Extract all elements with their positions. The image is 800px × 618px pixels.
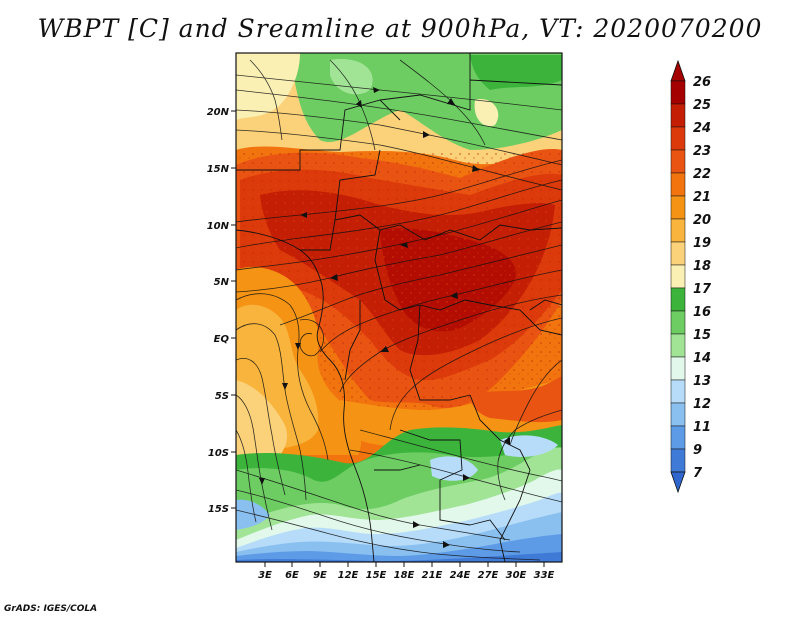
colorbar-top-triangle [670, 59, 686, 82]
streamline-arrows [259, 87, 510, 548]
colorbar-swatch [670, 195, 686, 220]
colorbar-label: 20 [693, 213, 711, 228]
country-borders [236, 53, 562, 562]
colorbar-swatch [670, 172, 686, 197]
colorbar-label: 24 [693, 121, 711, 136]
lon-label: 30E [506, 570, 527, 581]
colorbar-label: 15 [693, 328, 711, 343]
colorbar-bottom-triangle [670, 471, 686, 494]
lat-label: 10S [208, 448, 229, 459]
lat-label: 20N [207, 107, 230, 118]
map-title: WBPT [C] and Sreamline at 900hPa, VT: 20… [37, 14, 763, 43]
map-frame [235, 52, 563, 563]
colorbar-swatch [670, 402, 686, 427]
lat-label: 5S [215, 391, 229, 402]
colorbar-swatch [670, 241, 686, 266]
lon-label: 6E [285, 570, 299, 581]
lat-label: 10N [207, 221, 230, 232]
lat-label: 15S [208, 504, 229, 515]
lon-label: 12E [338, 570, 359, 581]
lon-label: 24E [450, 570, 471, 581]
lat-label: 15N [207, 164, 230, 175]
grads-credit: GrADS: IGES/COLA [4, 604, 98, 614]
lon-label: 18E [394, 570, 415, 581]
colorbar-swatch [670, 287, 686, 312]
colorbar-label: 19 [693, 236, 711, 251]
colorbar-label: 7 [693, 466, 703, 481]
lon-label: 21E [422, 570, 443, 581]
colorbar-label: 22 [693, 167, 711, 182]
colorbar-swatch [670, 310, 686, 335]
colorbar-swatch [670, 149, 686, 174]
colorbar-swatch [670, 356, 686, 381]
colorbar-swatch [670, 103, 686, 128]
colorbar-swatch [670, 126, 686, 151]
lon-label: 33E [534, 570, 555, 581]
colorbar-label: 18 [693, 259, 711, 274]
colorbar-swatch [670, 80, 686, 105]
colorbar-swatch [670, 333, 686, 358]
colorbar-label: 12 [693, 397, 711, 412]
longitude-axis: 3E 6E 9E 12E 15E 18E 21E 24E 27E 30E 33E [258, 562, 555, 581]
colorbar-label: 21 [693, 190, 711, 205]
colorbar-label: 23 [693, 144, 711, 159]
wbpt-shaded-field [236, 53, 562, 562]
colorbar-label: 14 [693, 351, 711, 366]
colorbar: 26 25 24 23 22 21 20 19 18 17 16 15 14 13 12 11 9 7 [670, 59, 712, 494]
colorbar-label: 16 [693, 305, 711, 320]
streamlines [236, 59, 562, 561]
lat-label: 5N [214, 277, 230, 288]
lon-label: 9E [313, 570, 327, 581]
lon-label: 27E [478, 570, 499, 581]
colorbar-label: 13 [693, 374, 711, 389]
colorbar-swatch [670, 264, 686, 289]
colorbar-label: 25 [693, 98, 711, 113]
colorbar-swatch [670, 379, 686, 404]
lon-label: 3E [258, 570, 272, 581]
lon-label: 15E [366, 570, 387, 581]
colorbar-label: 17 [693, 282, 712, 297]
colorbar-swatch [670, 218, 686, 243]
colorbar-label: 26 [693, 75, 711, 90]
colorbar-label: 11 [693, 420, 711, 435]
colorbar-swatch [670, 425, 686, 450]
latitude-axis: 20N 15N 10N 5N EQ 5S 10S 15S [207, 107, 236, 515]
colorbar-label: 9 [693, 443, 702, 458]
colorbar-swatch [670, 448, 686, 473]
lat-label: EQ [214, 334, 230, 345]
